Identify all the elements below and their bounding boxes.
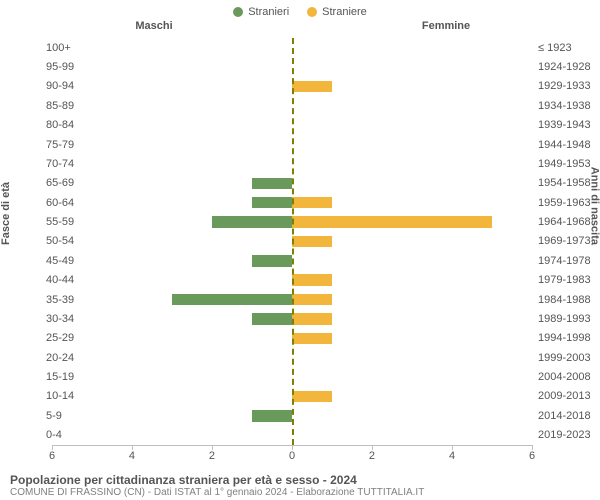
legend-swatch-female bbox=[307, 7, 317, 17]
bar-half-female bbox=[292, 80, 532, 94]
bar-half-male bbox=[52, 138, 292, 152]
bar-female bbox=[292, 313, 332, 324]
bar-half-male bbox=[52, 99, 292, 113]
plot-area: Maschi Femmine Fasce di età Anni di nasc… bbox=[8, 20, 592, 469]
bar-half-male bbox=[52, 370, 292, 384]
bar-half-female bbox=[292, 196, 532, 210]
bar-half-female bbox=[292, 332, 532, 346]
bar-half-female bbox=[292, 118, 532, 132]
bar-half-female bbox=[292, 41, 532, 55]
bar-half-male bbox=[52, 428, 292, 442]
bar-male bbox=[252, 313, 292, 324]
bar-half-female bbox=[292, 215, 532, 229]
bar-male bbox=[252, 197, 292, 208]
column-title-male: Maschi bbox=[135, 20, 172, 32]
x-tick-label: 4 bbox=[129, 450, 135, 462]
column-title-female: Femmine bbox=[422, 20, 470, 32]
bar-half-male bbox=[52, 41, 292, 55]
center-divider bbox=[292, 38, 294, 445]
bar-half-female bbox=[292, 390, 532, 404]
bar-female bbox=[292, 391, 332, 402]
chart-container: Stranieri Straniere Maschi Femmine Fasce… bbox=[0, 0, 600, 500]
bar-half-female bbox=[292, 428, 532, 442]
bar-half-female bbox=[292, 312, 532, 326]
bar-half-female bbox=[292, 273, 532, 287]
x-tick-label: 4 bbox=[449, 450, 455, 462]
bar-half-male bbox=[52, 177, 292, 191]
bar-half-male bbox=[52, 409, 292, 423]
bar-half-female bbox=[292, 235, 532, 249]
bar-half-female bbox=[292, 370, 532, 384]
bar-half-male bbox=[52, 157, 292, 171]
legend-swatch-male bbox=[233, 7, 243, 17]
x-axis: 6 4 2 0 2 4 6 bbox=[52, 445, 532, 463]
bar-half-female bbox=[292, 254, 532, 268]
legend-item-female: Straniere bbox=[307, 6, 367, 18]
bar-half-male bbox=[52, 60, 292, 74]
bar-half-female bbox=[292, 351, 532, 365]
legend-label-female: Straniere bbox=[322, 6, 367, 18]
bar-half-male bbox=[52, 390, 292, 404]
x-tick-label: 6 bbox=[49, 450, 55, 462]
bar-male bbox=[172, 294, 292, 305]
bar-female bbox=[292, 294, 332, 305]
bar-male bbox=[252, 255, 292, 266]
chart-title: Popolazione per cittadinanza straniera p… bbox=[10, 473, 590, 487]
bar-half-male bbox=[52, 235, 292, 249]
y-axis-title-left: Fasce di età bbox=[0, 182, 12, 245]
bar-half-female bbox=[292, 177, 532, 191]
bar-half-male bbox=[52, 312, 292, 326]
bar-half-male bbox=[52, 293, 292, 307]
bar-half-male bbox=[52, 215, 292, 229]
bar-female bbox=[292, 274, 332, 285]
bar-half-male bbox=[52, 196, 292, 210]
bar-half-male bbox=[52, 273, 292, 287]
bar-half-female bbox=[292, 409, 532, 423]
chart-subtitle: COMUNE DI FRASSINO (CN) - Dati ISTAT al … bbox=[10, 487, 590, 498]
bar-female bbox=[292, 333, 332, 344]
bar-half-female bbox=[292, 99, 532, 113]
bar-male bbox=[252, 178, 292, 189]
x-tick-label: 2 bbox=[209, 450, 215, 462]
bar-half-female bbox=[292, 157, 532, 171]
caption: Popolazione per cittadinanza straniera p… bbox=[0, 469, 600, 500]
bar-half-male bbox=[52, 80, 292, 94]
bar-female bbox=[292, 81, 332, 92]
bar-half-male bbox=[52, 118, 292, 132]
legend-label-male: Stranieri bbox=[248, 6, 289, 18]
x-tick-label: 6 bbox=[529, 450, 535, 462]
bar-male bbox=[212, 216, 292, 227]
bar-half-male bbox=[52, 332, 292, 346]
legend: Stranieri Straniere bbox=[0, 0, 600, 20]
bar-half-male bbox=[52, 254, 292, 268]
bar-female bbox=[292, 216, 492, 227]
bar-half-female bbox=[292, 60, 532, 74]
bar-half-female bbox=[292, 138, 532, 152]
legend-item-male: Stranieri bbox=[233, 6, 289, 18]
bar-female bbox=[292, 197, 332, 208]
x-tick-label: 2 bbox=[369, 450, 375, 462]
bar-half-male bbox=[52, 351, 292, 365]
bar-female bbox=[292, 236, 332, 247]
bar-half-female bbox=[292, 293, 532, 307]
bar-male bbox=[252, 410, 292, 421]
x-tick-label: 0 bbox=[289, 450, 295, 462]
